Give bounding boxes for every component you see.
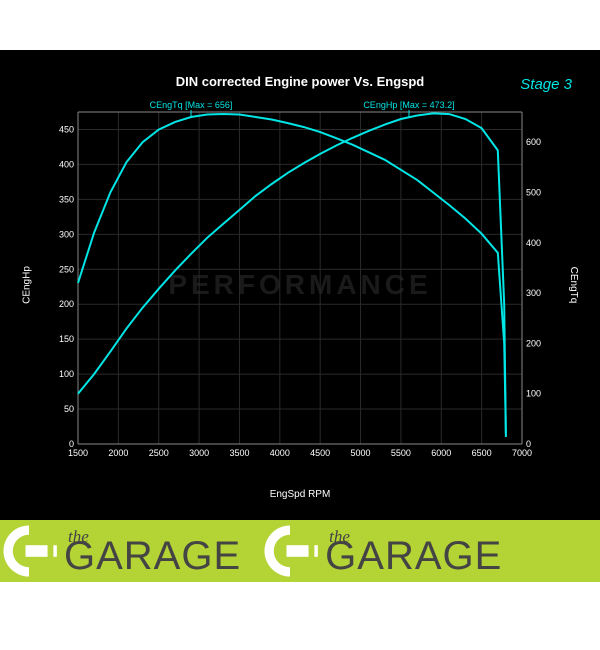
svg-text:50: 50 — [64, 404, 74, 414]
svg-text:350: 350 — [59, 194, 74, 204]
chart-svg: 1500200025003000350040004500500055006000… — [50, 98, 550, 468]
chart-title: DIN corrected Engine power Vs. Engspd — [0, 74, 600, 89]
logo-big-text: GARAGE — [64, 541, 241, 572]
svg-text:4000: 4000 — [270, 448, 290, 458]
svg-text:500: 500 — [526, 187, 541, 197]
svg-text:600: 600 — [526, 137, 541, 147]
svg-text:200: 200 — [526, 338, 541, 348]
logo-big-text: GARAGE — [325, 541, 502, 572]
svg-text:300: 300 — [526, 288, 541, 298]
x-axis-label: EngSpd RPM — [0, 489, 600, 500]
svg-text:100: 100 — [59, 369, 74, 379]
wrench-icon — [0, 522, 58, 580]
svg-text:150: 150 — [59, 334, 74, 344]
svg-text:6000: 6000 — [431, 448, 451, 458]
logo-unit-2: the GARAGE — [261, 520, 502, 582]
logo-unit-1: the GARAGE — [0, 520, 241, 582]
svg-text:2500: 2500 — [149, 448, 169, 458]
svg-text:2000: 2000 — [108, 448, 128, 458]
svg-text:400: 400 — [59, 159, 74, 169]
svg-text:6500: 6500 — [472, 448, 492, 458]
svg-text:400: 400 — [526, 238, 541, 248]
wrench-icon — [261, 522, 319, 580]
svg-text:7000: 7000 — [512, 448, 532, 458]
svg-text:3000: 3000 — [189, 448, 209, 458]
svg-text:CEngTq [Max = 656]: CEngTq [Max = 656] — [150, 100, 233, 110]
y2-axis-label: CEngTq — [568, 267, 579, 304]
stage-label: Stage 3 — [520, 76, 572, 93]
svg-text:300: 300 — [59, 229, 74, 239]
svg-text:250: 250 — [59, 264, 74, 274]
svg-text:5500: 5500 — [391, 448, 411, 458]
svg-text:3500: 3500 — [229, 448, 249, 458]
svg-text:5000: 5000 — [351, 448, 371, 458]
svg-text:200: 200 — [59, 299, 74, 309]
dyno-chart-container: PERFORMANCE DIN corrected Engine power V… — [0, 50, 600, 520]
svg-text:4500: 4500 — [310, 448, 330, 458]
svg-text:1500: 1500 — [68, 448, 88, 458]
footer-band: the GARAGE the GARAGE — [0, 520, 600, 582]
svg-text:CEngHp [Max = 473.2]: CEngHp [Max = 473.2] — [363, 100, 454, 110]
svg-text:0: 0 — [69, 439, 74, 449]
svg-text:0: 0 — [526, 439, 531, 449]
svg-text:100: 100 — [526, 389, 541, 399]
plot-area: 1500200025003000350040004500500055006000… — [50, 98, 550, 468]
svg-text:450: 450 — [59, 124, 74, 134]
y1-axis-label: CEngHp — [21, 266, 32, 304]
